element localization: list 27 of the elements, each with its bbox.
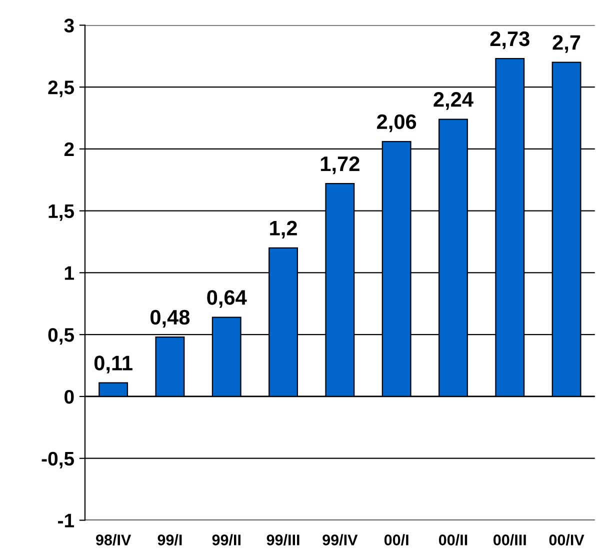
- data-label: 2,7: [552, 35, 580, 53]
- x-tick-label: 99/II: [212, 534, 240, 546]
- data-label: 1,2: [270, 220, 297, 239]
- y-tick-label: 3: [64, 18, 74, 32]
- data-label: 2,73: [490, 31, 530, 50]
- y-tick-label: -0,5: [42, 452, 74, 468]
- y-tick-label: 2: [64, 142, 74, 156]
- x-tick-label: 99/IV: [322, 534, 358, 546]
- data-label: 2,24: [434, 92, 474, 110]
- data-label: 2,06: [377, 114, 416, 132]
- y-tick-label: 0: [64, 390, 74, 404]
- data-label: 1,72: [320, 156, 360, 174]
- x-tick-label: 00/III: [494, 534, 526, 546]
- y-tick-label: -1: [58, 514, 74, 528]
- data-label: 0,11: [94, 356, 132, 374]
- x-tick-label: 99/III: [266, 534, 300, 546]
- data-label: 0,48: [150, 310, 190, 328]
- y-tick-label: 2,5: [48, 80, 74, 98]
- x-tick-label: 99/I: [158, 534, 182, 546]
- x-tick-label: 00/I: [384, 534, 408, 546]
- y-tick-label: 1: [64, 266, 74, 280]
- x-tick-label: 98/IV: [96, 534, 132, 546]
- data-label: 0,64: [207, 290, 247, 308]
- y-tick-label: 0,5: [48, 328, 74, 345]
- x-tick-label: 00/IV: [549, 534, 584, 546]
- x-tick-label: 00/II: [438, 534, 468, 546]
- y-tick-label: 1,5: [48, 204, 74, 221]
